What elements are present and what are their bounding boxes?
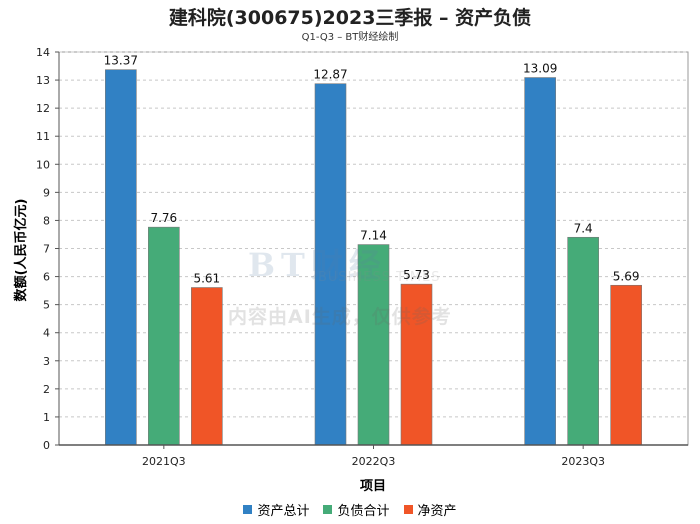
bar-value-label: 13.37 <box>104 54 138 68</box>
y-axis-title: 数额(人民币亿元) <box>13 199 29 302</box>
legend: 资产总计 负债合计 净资产 <box>0 500 700 519</box>
legend-label: 负债合计 <box>337 504 390 519</box>
watermark-note: 内容由AI生成，仅供参考 <box>228 306 452 328</box>
chart-title: 建科院(300675)2023三季报 – 资产负债 <box>168 7 532 29</box>
x-tick-label: 2023Q3 <box>561 455 605 468</box>
y-tick-label: 5 <box>43 299 50 312</box>
chart-subtitle: Q1-Q3 – BT财经绘制 <box>301 32 399 43</box>
bar-value-label: 5.73 <box>403 268 430 282</box>
bar-1-1 <box>357 244 390 446</box>
y-tick-label: 8 <box>43 214 50 227</box>
bar-value-label: 13.09 <box>523 62 557 76</box>
y-tick-label: 13 <box>36 74 50 87</box>
bar-value-label: 5.61 <box>193 272 220 286</box>
y-tick-label: 6 <box>43 271 50 284</box>
bar-1-2 <box>567 236 599 446</box>
bar-0-2 <box>524 77 556 446</box>
bar-layer: 13.37 7.76 5.61 12.87 7.14 5.73 13.09 7.4 5.69 <box>104 54 642 446</box>
x-tick-label: 2022Q3 <box>352 455 396 468</box>
watermark: BT财经 BUSINESS TIMES 内容由AI生成，仅供参考 <box>228 240 488 330</box>
y-tick-label: 0 <box>43 439 50 452</box>
watermark-business: BUSINESS TIMES <box>318 270 441 285</box>
y-tick-label: 2 <box>43 383 50 396</box>
bar-2-2 <box>610 284 642 446</box>
bar-2-1 <box>400 283 433 446</box>
y-tick-label: 1 <box>43 411 50 424</box>
y-tick-label: 14 <box>36 46 50 59</box>
x-tick-label: 2021Q3 <box>142 455 186 468</box>
y-tick-label: 3 <box>43 355 50 368</box>
legend-swatch <box>243 505 253 514</box>
bar-value-label: 7.76 <box>150 211 177 225</box>
y-tick-label: 9 <box>43 186 50 199</box>
bar-value-label: 7.14 <box>360 229 387 243</box>
bar-0-0 <box>105 69 137 446</box>
legend-label: 资产总计 <box>257 504 310 519</box>
legend-item: 净资产 <box>403 500 457 519</box>
y-tick-label: 10 <box>36 158 50 171</box>
bar-value-label: 12.87 <box>313 68 347 82</box>
y-tick-label: 7 <box>43 243 50 256</box>
legend-item: 资产总计 <box>243 500 309 519</box>
legend-item: 负债合计 <box>323 500 390 519</box>
y-tick-label: 11 <box>36 130 50 143</box>
bar-value-label: 7.4 <box>574 221 593 235</box>
legend-swatch <box>323 505 333 514</box>
legend-swatch <box>403 505 413 514</box>
bar-2-0 <box>191 287 223 446</box>
watermark-brand: BT财经 <box>248 246 387 284</box>
y-tick-label: 4 <box>43 327 50 340</box>
bar-value-label: 5.69 <box>613 269 640 283</box>
y-tick-label: 12 <box>36 102 50 115</box>
legend-label: 净资产 <box>417 504 457 519</box>
x-axis-title: 项目 <box>360 479 386 494</box>
bar-1-0 <box>148 226 180 446</box>
bar-0-1 <box>314 83 347 446</box>
